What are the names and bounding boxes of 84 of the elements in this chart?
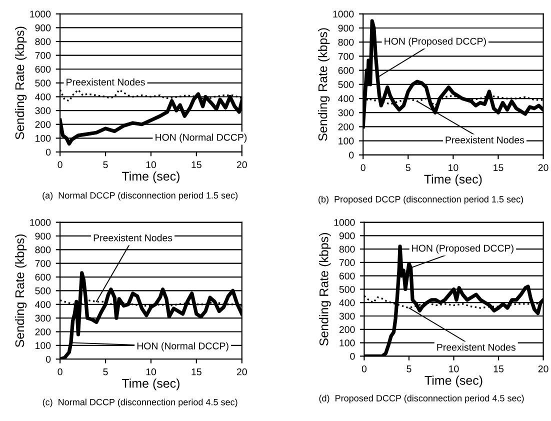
x-axis-title: Time (sec) bbox=[424, 174, 482, 186]
y-tick-label: 600 bbox=[35, 274, 51, 281]
text: (b) Proposed DCCP (disconnection period 1.5 sec) bbox=[318, 196, 523, 204]
y-tick-label: 100 bbox=[36, 342, 51, 350]
x-tick-label: 5 bbox=[103, 161, 108, 168]
y-tick-label: 300 bbox=[35, 107, 51, 114]
y-tick-label: 100 bbox=[36, 134, 51, 142]
y-tick-label: 1000 bbox=[30, 10, 51, 18]
y-tick-label: 1000 bbox=[333, 10, 354, 18]
x-tick-label: 0 bbox=[58, 161, 62, 168]
y-tick-label: 800 bbox=[35, 246, 51, 254]
text: (d) Proposed DCCP (disconnection period 4.5 sec) bbox=[319, 394, 524, 404]
x-tick-label: 20 bbox=[236, 368, 247, 376]
y-tick-label: 700 bbox=[35, 260, 51, 267]
y-tick-label: 900 bbox=[35, 232, 51, 240]
y-axis-title: Sending Rate (kbps) bbox=[318, 28, 330, 141]
y-tick-label: 800 bbox=[339, 246, 355, 253]
y-tick-label: 100 bbox=[338, 138, 354, 144]
y-tick-label: 200 bbox=[338, 123, 354, 130]
x-tick-label: 15 bbox=[494, 164, 504, 172]
y-tick-label: 0 bbox=[46, 148, 51, 156]
y-axis-title: Sending Rate (kbps) bbox=[319, 233, 331, 346]
y-tick-label: 400 bbox=[35, 301, 51, 308]
y-axis-title: Sending Rate (kbps) bbox=[14, 234, 27, 348]
y-tick-label: 0 bbox=[350, 352, 355, 360]
x-axis-title: Time (sec) bbox=[424, 376, 482, 388]
y-tick-label: 200 bbox=[35, 328, 51, 336]
y-tick-label: 300 bbox=[338, 109, 354, 116]
y-tick-label: 300 bbox=[35, 314, 51, 322]
x-tick-label: 10 bbox=[449, 365, 459, 372]
x-tick-label: 10 bbox=[146, 161, 156, 168]
y-tick-label: 900 bbox=[35, 24, 51, 32]
x-tick-label: 10 bbox=[448, 164, 458, 172]
y-tick-label: 500 bbox=[339, 286, 355, 293]
x-tick-label: 20 bbox=[538, 164, 548, 172]
y-axis-title: Sending Rate (kbps) bbox=[14, 26, 27, 140]
y-tick-label: 600 bbox=[338, 67, 354, 74]
x-tick-label: 0 bbox=[362, 365, 367, 372]
y-tick-label: 600 bbox=[35, 66, 51, 73]
text: Preexistent Nodes bbox=[94, 234, 172, 242]
y-tick-label: 1000 bbox=[334, 219, 355, 226]
x-tick-label: 10 bbox=[146, 368, 156, 376]
x-tick-label: 20 bbox=[236, 161, 247, 168]
x-tick-label: 5 bbox=[103, 368, 108, 376]
x-tick-label: 5 bbox=[406, 366, 412, 372]
y-tick-label: 200 bbox=[339, 326, 355, 334]
x-tick-label: 15 bbox=[192, 368, 202, 376]
y-tick-label: 600 bbox=[339, 272, 355, 280]
text: HON (Normal DCCP) bbox=[137, 342, 228, 352]
y-tick-label: 800 bbox=[338, 38, 354, 46]
x-tick-label: 0 bbox=[58, 368, 62, 376]
y-tick-label: 900 bbox=[338, 24, 354, 32]
y-tick-label: 400 bbox=[339, 299, 355, 306]
text: Preexistent Nodes bbox=[446, 136, 524, 144]
text: (a) Normal DCCP (disconnection period 1.5 sec) bbox=[42, 192, 238, 200]
y-tick-label: 100 bbox=[340, 340, 355, 346]
y-tick-label: 700 bbox=[338, 52, 354, 60]
y-tick-label: 400 bbox=[35, 93, 51, 100]
x-tick-label: 5 bbox=[406, 164, 410, 172]
y-tick-label: 0 bbox=[46, 356, 51, 363]
y-tick-label: 500 bbox=[35, 287, 51, 294]
series-label: HON (Proposed DCCP) bbox=[412, 244, 514, 254]
y-tick-label: 1000 bbox=[30, 219, 51, 226]
y-tick-label: 900 bbox=[339, 232, 355, 240]
text: (c) Normal DCCP (disconnection period 4.5 sec) bbox=[42, 398, 238, 408]
x-tick-label: 15 bbox=[494, 366, 504, 372]
y-tick-label: 500 bbox=[35, 80, 51, 87]
y-tick-label: 200 bbox=[35, 121, 51, 128]
x-axis-title: Time (sec) bbox=[122, 171, 180, 184]
y-tick-label: 300 bbox=[339, 312, 355, 320]
x-axis-title: Time (sec) bbox=[122, 378, 180, 390]
y-tick-label: 700 bbox=[35, 52, 51, 59]
series-label: HON (Proposed DCCP) bbox=[384, 38, 486, 47]
y-tick-label: 800 bbox=[35, 38, 51, 46]
x-tick-label: 20 bbox=[538, 365, 548, 372]
x-tick-label: 0 bbox=[360, 164, 366, 172]
y-tick-label: 500 bbox=[338, 81, 354, 88]
series-label: Preexistent Nodes bbox=[66, 78, 145, 86]
y-tick-label: 400 bbox=[338, 95, 354, 102]
text: Preexistent Nodes bbox=[437, 344, 516, 351]
y-tick-label: 0 bbox=[349, 152, 354, 159]
series-label: HON (Normal DCCP) bbox=[156, 134, 247, 143]
y-tick-label: 700 bbox=[339, 259, 355, 266]
x-tick-label: 15 bbox=[192, 161, 202, 168]
